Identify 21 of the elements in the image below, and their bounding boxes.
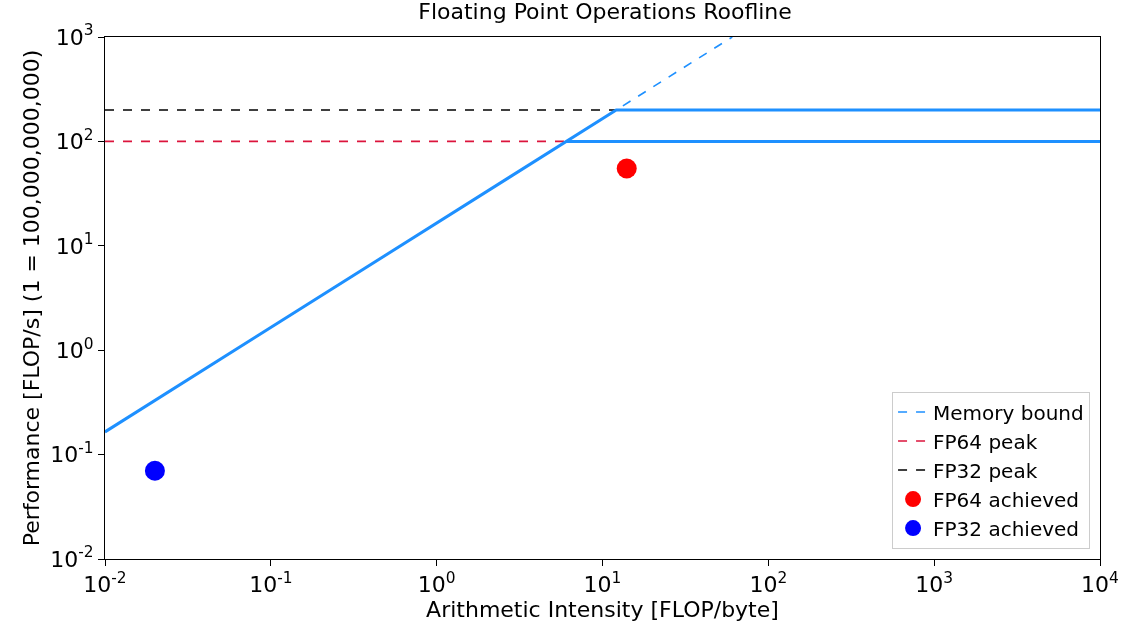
y-tick-label: 10$^{0}$ [55, 334, 94, 363]
legend-label: FP32 achieved [933, 516, 1080, 541]
legend-label: FP64 achieved [933, 487, 1080, 512]
legend-label: FP32 peak [933, 458, 1038, 483]
legend-label: FP64 peak [933, 429, 1038, 454]
x-tick-label: 10$^{1}$ [583, 569, 622, 598]
x-tick-label: 10$^{4}$ [1081, 569, 1119, 598]
x-axis-title: Arithmetic Intensity [FLOP/byte] [426, 597, 779, 623]
x-tick-label: 10$^{2}$ [749, 569, 788, 598]
y-axis-title: Performance [FLOP/s] (1 = 100,000,000,000) [19, 49, 45, 547]
x-tick-label: 10$^{-2}$ [83, 569, 127, 598]
x-tick-label: 10$^{-1}$ [249, 569, 293, 598]
chart-title: Floating Point Operations Roofline [418, 0, 792, 24]
x-tick-label: 10$^{0}$ [417, 569, 456, 598]
y-tick-label: 10$^{2}$ [55, 125, 94, 155]
legend-label: Memory bound [933, 400, 1084, 425]
y-tick-label: 10$^{1}$ [55, 230, 94, 259]
x-tick-label: 10$^{3}$ [915, 569, 954, 598]
y-tick-label: 10$^{3}$ [55, 21, 94, 50]
y-tick-label: 10$^{-2}$ [50, 543, 94, 572]
y-tick-label: 10$^{-1}$ [50, 439, 94, 468]
